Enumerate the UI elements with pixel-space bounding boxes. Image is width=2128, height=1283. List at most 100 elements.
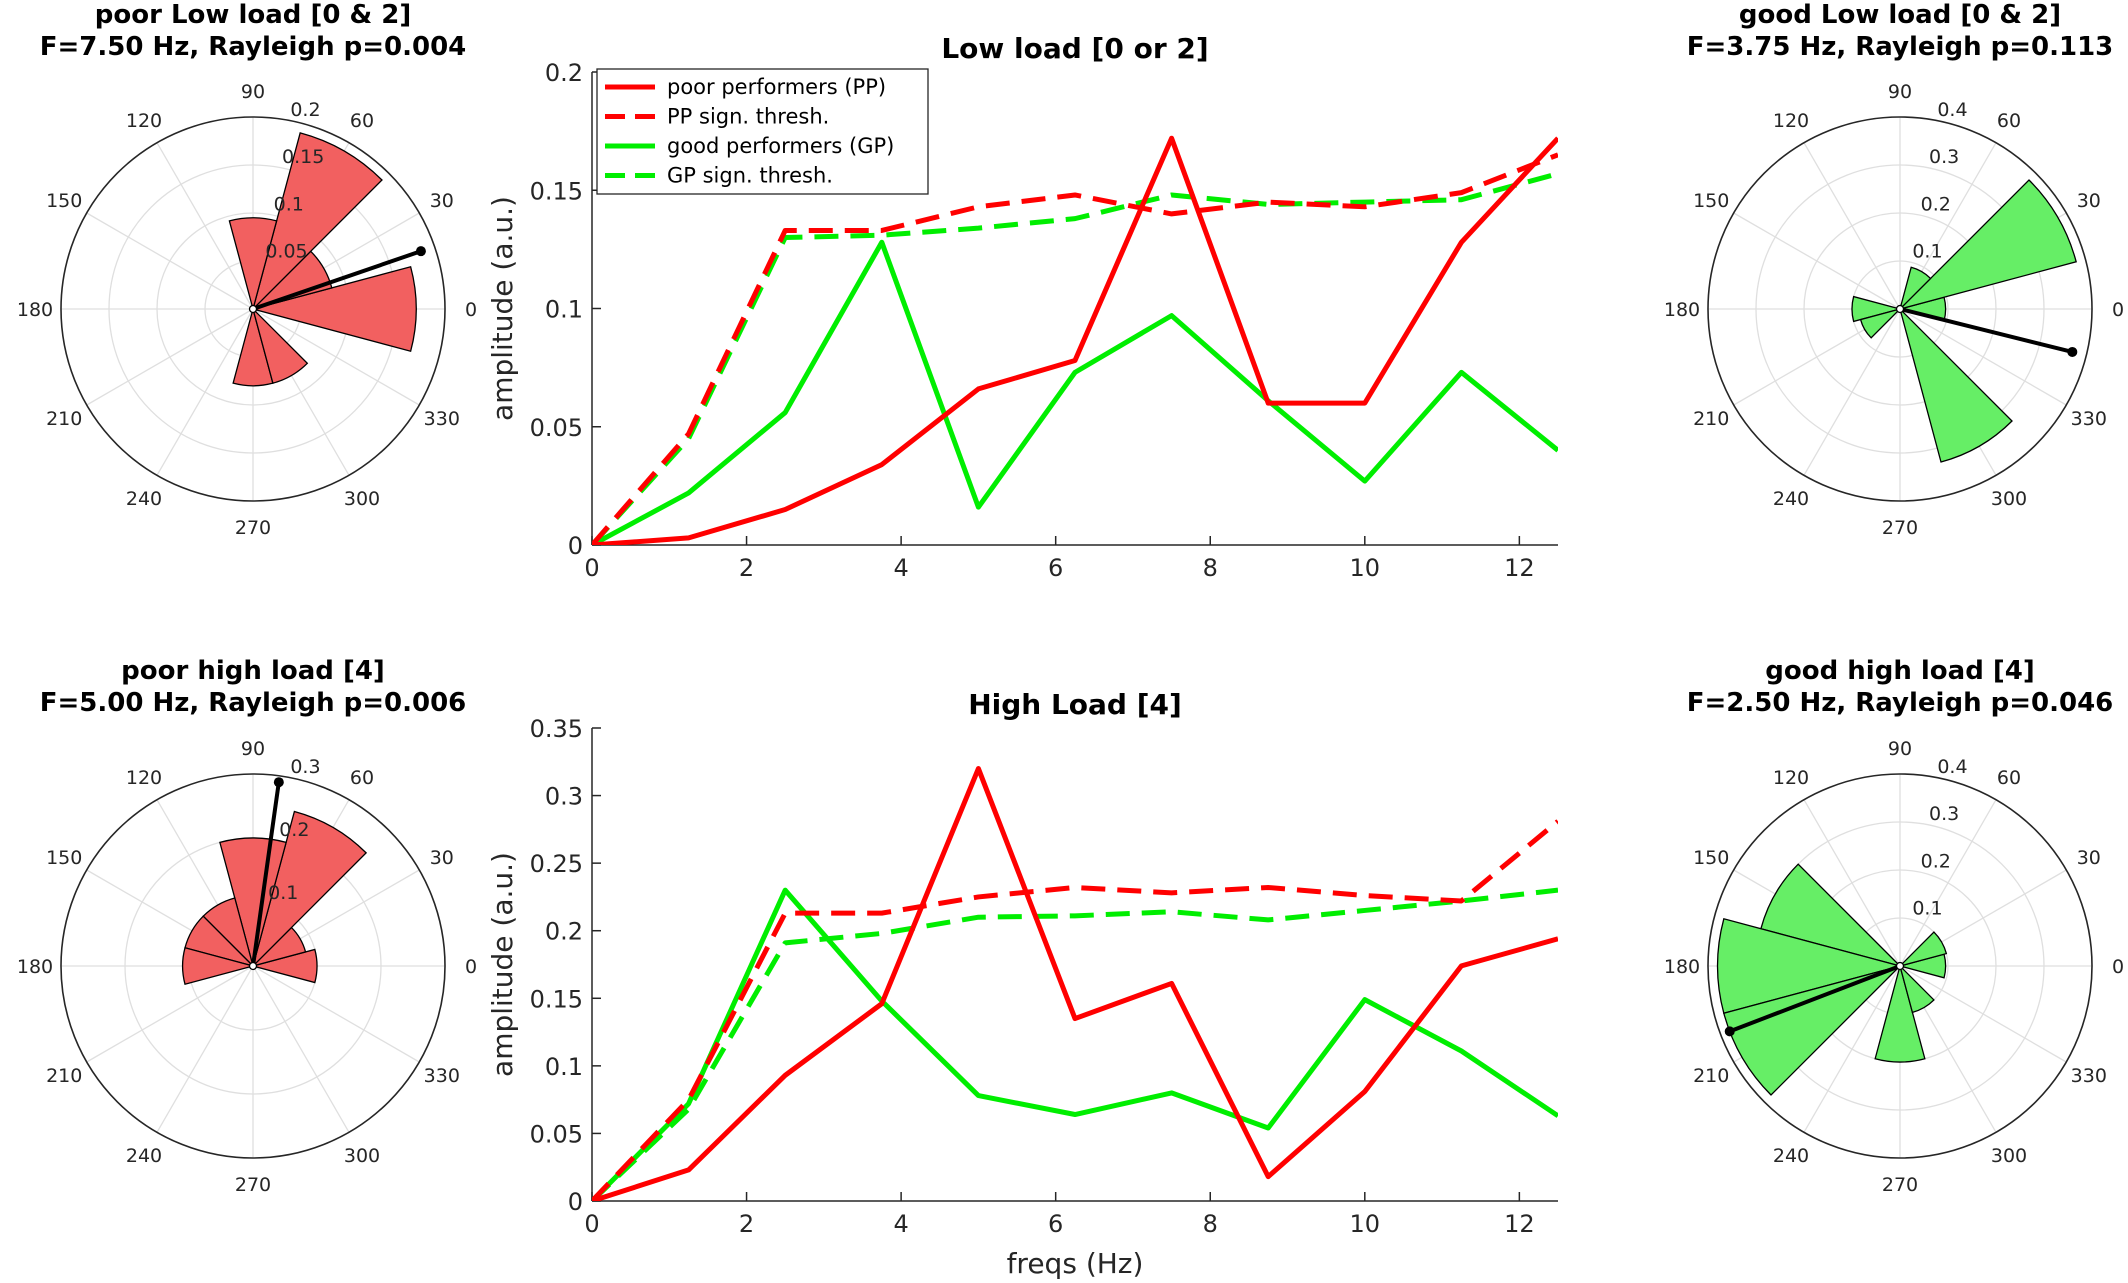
y-tick-label: 0.1 <box>545 296 583 324</box>
polar-angle-label: 90 <box>241 81 265 103</box>
polar-angle-label: 270 <box>235 1174 271 1196</box>
legend-label: good performers (GP) <box>667 134 894 158</box>
mean-vector-line <box>1728 964 1901 1034</box>
mean-vector-line <box>251 781 281 967</box>
polar-origin <box>248 961 258 971</box>
polar-rtick-label: 0.3 <box>1929 803 1959 825</box>
polar-plot-poor-low: 0.05 0.1 0.15 0.2 0 30 60 90 120 150 180 210 240 270 3… <box>17 0 477 539</box>
polar-angle-label: 240 <box>1773 1145 1809 1167</box>
polar-bar <box>1723 964 1903 1096</box>
polar-angle-label: 210 <box>1693 1065 1729 1087</box>
polar-origin <box>248 304 258 314</box>
series-line-0 <box>592 766 1558 1201</box>
polar-angle-label: 60 <box>1997 767 2021 789</box>
x-tick-label: 8 <box>1203 1210 1218 1238</box>
polar-rtick-label: 0.1 <box>274 193 304 215</box>
y-tick-label: 0.05 <box>530 414 583 442</box>
polar-grid-ring <box>1755 164 2045 454</box>
mean-vector-line <box>252 249 422 311</box>
polar-bar <box>1874 963 1926 1063</box>
polar-outer-ring <box>1707 773 2093 1159</box>
polar-rtick-label: 0.4 <box>1937 99 1967 121</box>
polar-angle-label: 300 <box>1991 488 2027 510</box>
x-tick-label: 10 <box>1350 554 1381 582</box>
x-tick-label: 4 <box>893 1210 908 1238</box>
polar-rtick-label: 0.4 <box>1937 756 1967 778</box>
y-tick-label: 0.15 <box>530 985 583 1013</box>
polar-angle-label: 180 <box>1664 956 1700 978</box>
polar-angle-label: 180 <box>17 299 53 321</box>
series-line-0 <box>592 135 1558 545</box>
series-line-1 <box>592 819 1558 1201</box>
x-tick-label: 4 <box>893 554 908 582</box>
polar-angle-label: 180 <box>1664 299 1700 321</box>
y-tick-label: 0.25 <box>530 850 583 878</box>
y-tick-label: 0.35 <box>530 715 583 743</box>
legend-label: poor performers (PP) <box>667 75 886 99</box>
polar-angle-label: 0 <box>2112 299 2124 321</box>
polar-title-line1: poor Low load [0 & 2] <box>95 0 411 30</box>
polar-angle-label: 240 <box>126 488 162 510</box>
polar-angle-label: 330 <box>424 1065 460 1087</box>
polar-angle-label: 0 <box>465 299 477 321</box>
series-line-3 <box>592 887 1558 1201</box>
polar-angle-label: 210 <box>46 1065 82 1087</box>
polar-angle-label: 210 <box>46 408 82 430</box>
polar-angle-label: 120 <box>1773 767 1809 789</box>
polar-angle-label: 240 <box>126 1145 162 1167</box>
y-axis-label: amplitude (a.u.) <box>486 852 519 1077</box>
polar-rtick-label: 0.2 <box>279 819 309 841</box>
y-tick-label: 0 <box>568 1188 583 1216</box>
polar-rtick-label: 0.15 <box>282 146 324 168</box>
polar-rtick-label: 0.1 <box>268 882 298 904</box>
polar-angle-label: 300 <box>1991 1145 2027 1167</box>
polar-angle-label: 60 <box>1997 110 2021 132</box>
polar-outer-ring <box>60 116 446 502</box>
x-tick-label: 0 <box>584 1210 599 1238</box>
x-axis-label: freqs (Hz) <box>1007 1247 1144 1280</box>
polar-bar <box>250 265 417 353</box>
polar-angle-label: 90 <box>1888 81 1912 103</box>
y-tick-label: 0.05 <box>530 1120 583 1148</box>
polar-title-line1: poor high load [4] <box>121 656 385 686</box>
polar-angle-label: 90 <box>1888 738 1912 760</box>
x-tick-label: 2 <box>739 554 754 582</box>
polar-bar <box>1717 917 1903 1015</box>
polar-angle-label: 60 <box>350 767 374 789</box>
polar-rtick-label: 0.2 <box>1921 850 1951 872</box>
x-tick-label: 8 <box>1203 554 1218 582</box>
series-line-1 <box>592 152 1558 545</box>
polar-rtick-label: 0.1 <box>1912 898 1942 920</box>
mean-vector-tip <box>415 246 426 257</box>
polar-origin <box>1895 304 1905 314</box>
chart-title: Low load [0 or 2] <box>941 32 1208 65</box>
polar-title-line1: good high load [4] <box>1765 656 2034 686</box>
line-chart-low-load: 0 2 4 6 8 10 12 0 0.05 0.1 0.15 0.2 amplitude (a.u.)… <box>486 32 1558 582</box>
polar-angle-label: 150 <box>46 847 82 869</box>
y-tick-label: 0.1 <box>545 1053 583 1081</box>
polar-angle-label: 120 <box>126 767 162 789</box>
polar-angle-label: 210 <box>1693 408 1729 430</box>
polar-angle-label: 330 <box>2071 408 2107 430</box>
polar-angle-label: 0 <box>465 956 477 978</box>
polar-bar <box>1897 931 1948 968</box>
legend-label: GP sign. thresh. <box>667 164 833 188</box>
polar-title-line1: good Low load [0 & 2] <box>1739 0 2061 30</box>
polar-angle-label: 30 <box>430 190 454 212</box>
polar-plot-good-low: 0.1 0.2 0.3 0.4 0 30 60 90 120 150 180 210 240 270 300… <box>1664 0 2124 539</box>
polar-bar <box>228 217 278 312</box>
polar-rtick-label: 0.2 <box>290 99 320 121</box>
polar-bar <box>1851 295 1903 323</box>
polar-bar <box>1898 963 1935 1014</box>
polar-spoke <box>252 965 350 1133</box>
polar-rtick-label: 0.3 <box>1929 146 1959 168</box>
polar-bar <box>1898 266 1932 312</box>
polar-bar <box>1859 307 1903 339</box>
polar-angle-label: 0 <box>2112 956 2124 978</box>
y-tick-label: 0.15 <box>530 177 583 205</box>
polar-outer-ring <box>60 773 446 1159</box>
mean-vector-line <box>1899 307 2073 354</box>
y-tick-label: 0.3 <box>545 783 583 811</box>
polar-angle-label: 120 <box>126 110 162 132</box>
